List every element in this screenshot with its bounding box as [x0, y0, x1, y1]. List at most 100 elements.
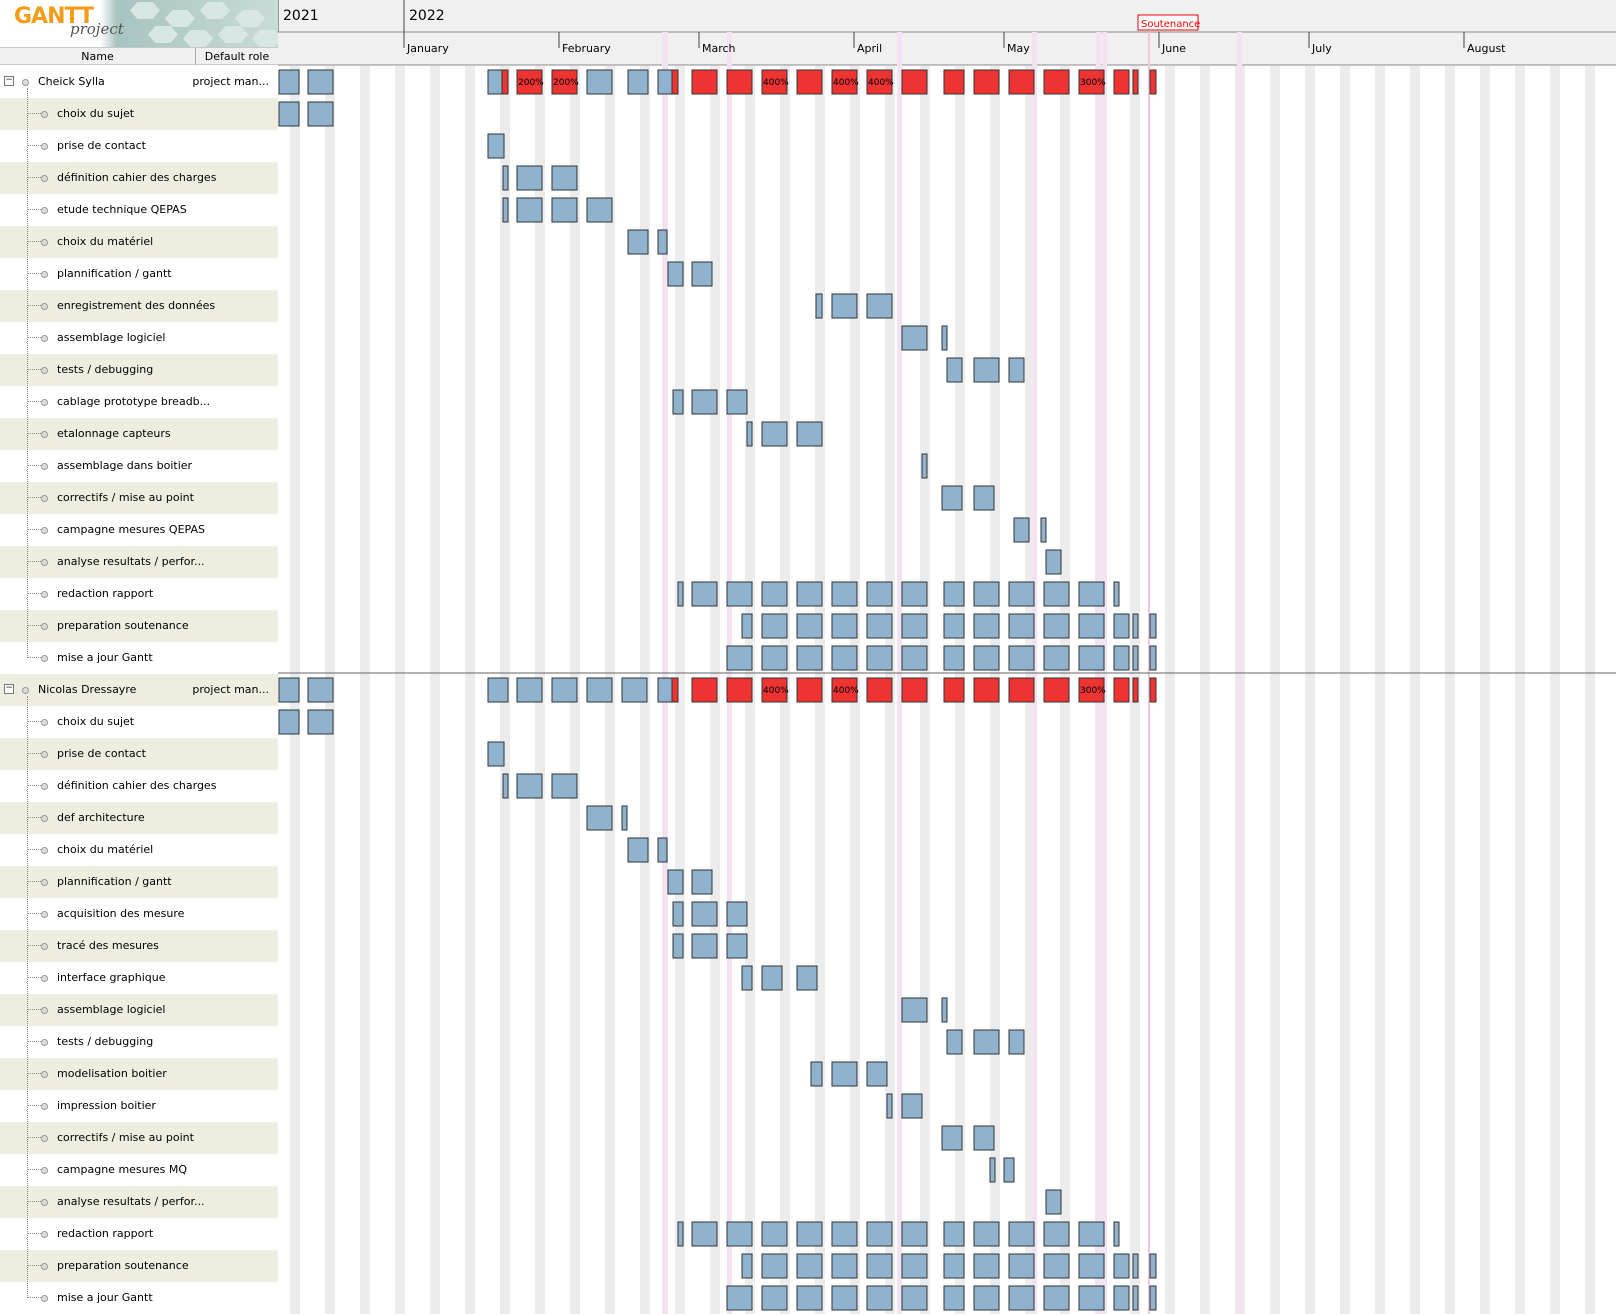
assignment-row[interactable]: choix du matériel	[0, 226, 278, 258]
assignment-row[interactable]: définition cahier des charges	[0, 162, 278, 194]
assignment-bar	[946, 357, 963, 383]
assignment-row[interactable]: preparation soutenance	[0, 610, 278, 642]
assignment-row[interactable]: choix du matériel	[0, 834, 278, 866]
assignment-bar	[831, 1253, 858, 1279]
assignment-bar	[761, 1221, 788, 1247]
assignment-bar	[746, 421, 753, 447]
task-icon	[41, 1039, 48, 1046]
task-icon	[41, 335, 48, 342]
assignment-row[interactable]: impression boitier	[0, 1090, 278, 1122]
assignment-bar	[307, 709, 334, 735]
assignment-bar	[810, 1061, 823, 1087]
overload-bar	[1149, 69, 1157, 95]
assignment-row[interactable]: redaction rapport	[0, 578, 278, 610]
tree-connector	[27, 721, 41, 722]
assignment-bar	[921, 453, 928, 479]
task-icon	[41, 719, 48, 726]
assignment-bar	[796, 1285, 823, 1311]
assignment-row[interactable]: campagne mesures QEPAS	[0, 514, 278, 546]
collapse-toggle-icon[interactable]: −	[4, 683, 14, 694]
assignment-row[interactable]: correctifs / mise au point	[0, 1122, 278, 1154]
weekend-stripe	[360, 66, 370, 1314]
assignment-row[interactable]: enregistrement des données	[0, 290, 278, 322]
task-icon	[41, 207, 48, 214]
load-percent-label: 300%	[1080, 686, 1106, 696]
assignment-row[interactable]: modelisation boitier	[0, 1058, 278, 1090]
resource-load-chart[interactable]: mberJanuaryFebruaryMarchAprilMayJuneJuly…	[278, 0, 1616, 1314]
weekend-stripe	[1305, 66, 1315, 1314]
resource-row[interactable]: − Nicolas Dressayre project man...	[0, 674, 278, 706]
assignment-bar	[691, 581, 718, 607]
assignment-row[interactable]: assemblage logiciel	[0, 322, 278, 354]
assignment-row[interactable]: assemblage logiciel	[0, 994, 278, 1026]
milestone-label: Soutenance	[1141, 19, 1200, 30]
assignment-bar	[741, 613, 753, 639]
month-label: April	[857, 42, 882, 55]
assignment-row[interactable]: choix du sujet	[0, 98, 278, 130]
tree-connector	[27, 817, 41, 818]
assignment-row[interactable]: correctifs / mise au point	[0, 482, 278, 514]
load-bar	[307, 677, 334, 703]
tree-connector	[27, 625, 41, 626]
assignment-row[interactable]: plannification / gantt	[0, 866, 278, 898]
task-name: cablage prototype breadb...	[57, 395, 211, 408]
assignment-row[interactable]: choix du sujet	[0, 706, 278, 738]
assignment-row[interactable]: acquisition des mesure	[0, 898, 278, 930]
assignment-row[interactable]: etude technique QEPAS	[0, 194, 278, 226]
assignment-bar	[901, 1253, 928, 1279]
task-icon	[41, 1167, 48, 1174]
assignment-row[interactable]: assemblage dans boitier	[0, 450, 278, 482]
assignment-row[interactable]: redaction rapport	[0, 1218, 278, 1250]
column-header-default-role[interactable]: Default role	[204, 50, 270, 63]
assignment-row[interactable]: définition cahier des charges	[0, 770, 278, 802]
assignment-row[interactable]: cablage prototype breadb...	[0, 386, 278, 418]
task-name: choix du matériel	[57, 843, 154, 856]
collapse-toggle-icon[interactable]: −	[4, 75, 14, 86]
tree-connector	[27, 753, 41, 754]
assignment-bar	[278, 101, 300, 127]
assignment-bar	[627, 229, 649, 255]
task-name: tests / debugging	[57, 363, 154, 376]
assignment-row[interactable]: mise a jour Gantt	[0, 642, 278, 674]
tree-line	[27, 696, 28, 1298]
tree-connector	[27, 849, 41, 850]
chart-canvas: mberJanuaryFebruaryMarchAprilMayJuneJuly…	[278, 0, 1616, 1314]
column-header-name[interactable]: Name	[0, 48, 196, 65]
assignment-row[interactable]: mise a jour Gantt	[0, 1282, 278, 1314]
assignment-row[interactable]: tests / debugging	[0, 354, 278, 386]
assignment-row[interactable]: etalonnage capteurs	[0, 418, 278, 450]
assignment-bar	[677, 581, 684, 607]
assignment-row[interactable]: campagne mesures MQ	[0, 1154, 278, 1186]
overload-bar	[761, 69, 788, 95]
assignment-bar	[1008, 1221, 1035, 1247]
task-name: plannification / gantt	[57, 267, 172, 280]
resource-role: project man...	[192, 75, 269, 88]
assignment-bar	[1149, 1253, 1157, 1279]
task-name: analyse resultats / perfor...	[57, 1195, 205, 1208]
assignment-row[interactable]: prise de contact	[0, 738, 278, 770]
load-bar	[278, 69, 300, 95]
tree-connector	[27, 1265, 41, 1266]
assignment-row[interactable]: analyse resultats / perfor...	[0, 546, 278, 578]
resource-row[interactable]: − Cheick Sylla project man...	[0, 66, 278, 98]
assignment-bar	[1043, 645, 1070, 671]
tree-connector	[27, 145, 41, 146]
assignment-bar	[586, 197, 613, 223]
assignment-row[interactable]: preparation soutenance	[0, 1250, 278, 1282]
task-icon	[41, 527, 48, 534]
assignment-row[interactable]: tracé des mesures	[0, 930, 278, 962]
task-icon	[41, 975, 48, 982]
resource-role: project man...	[192, 683, 269, 696]
assignment-bar	[667, 869, 684, 895]
tree-connector	[27, 1233, 41, 1234]
assignment-bar	[1043, 1285, 1070, 1311]
assignment-row[interactable]: def architecture	[0, 802, 278, 834]
month-label: February	[562, 42, 611, 55]
assignment-row[interactable]: prise de contact	[0, 130, 278, 162]
assignment-row[interactable]: plannification / gantt	[0, 258, 278, 290]
assignment-row[interactable]: analyse resultats / perfor...	[0, 1186, 278, 1218]
assignment-row[interactable]: interface graphique	[0, 962, 278, 994]
year-label: 2022	[409, 8, 445, 24]
task-icon	[41, 943, 48, 950]
assignment-row[interactable]: tests / debugging	[0, 1026, 278, 1058]
